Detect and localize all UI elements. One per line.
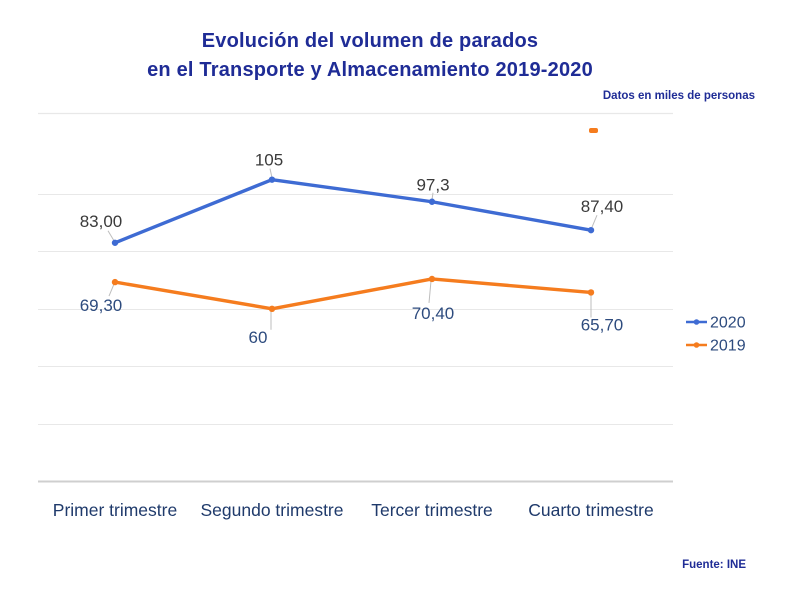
- data-label-2020: 87,40: [581, 197, 624, 216]
- chart-title-line2: en el Transporte y Almacenamiento 2019-2…: [147, 59, 593, 81]
- label-leader-line: [591, 214, 598, 228]
- series-line-2020: [113, 177, 593, 245]
- legend-label: 2019: [710, 338, 746, 355]
- data-point-marker-2019: [587, 289, 595, 296]
- chart-title-line1: Evolución del volumen de parados: [201, 30, 539, 52]
- data-point-marker-2019: [428, 275, 436, 283]
- data-point-marker-2020: [587, 226, 595, 234]
- data-label-2020: 83,00: [80, 212, 123, 231]
- data-label-2019: 65,70: [581, 315, 624, 334]
- data-point-marker-2020: [111, 239, 119, 246]
- data-label-2019: 69,30: [80, 296, 123, 315]
- label-leader-line: [428, 280, 432, 303]
- data-point-marker-2019: [111, 278, 119, 286]
- stray-orange-mark: [589, 128, 598, 133]
- data-label-2020: 97,3: [416, 176, 449, 195]
- source-note: Fuente: INE: [682, 559, 746, 571]
- x-axis-label: Segundo trimestre: [201, 500, 344, 520]
- label-leader-line: [269, 168, 273, 178]
- legend-marker-point: [693, 342, 700, 348]
- x-axis-label: Cuarto trimestre: [528, 500, 653, 520]
- data-label-2020: 105: [255, 151, 283, 170]
- label-leader-line: [107, 230, 115, 242]
- chart-title: Evolución del volumen de parados en el T…: [0, 27, 740, 85]
- x-axis-label: Tercer trimestre: [371, 500, 493, 520]
- data-label-2019: 70,40: [412, 304, 455, 323]
- data-point-marker-2019: [268, 305, 276, 312]
- legend-marker-point: [693, 319, 700, 325]
- x-axis-label: Primer trimestre: [53, 500, 177, 520]
- data-point-marker-2020: [268, 176, 276, 183]
- data-label-2019: 60: [249, 328, 268, 347]
- label-leader-line: [108, 283, 115, 297]
- units-note: Datos en miles de personas: [602, 90, 755, 102]
- legend-label: 2020: [710, 315, 746, 332]
- series-line-2019: [113, 277, 593, 311]
- data-point-marker-2020: [428, 198, 436, 205]
